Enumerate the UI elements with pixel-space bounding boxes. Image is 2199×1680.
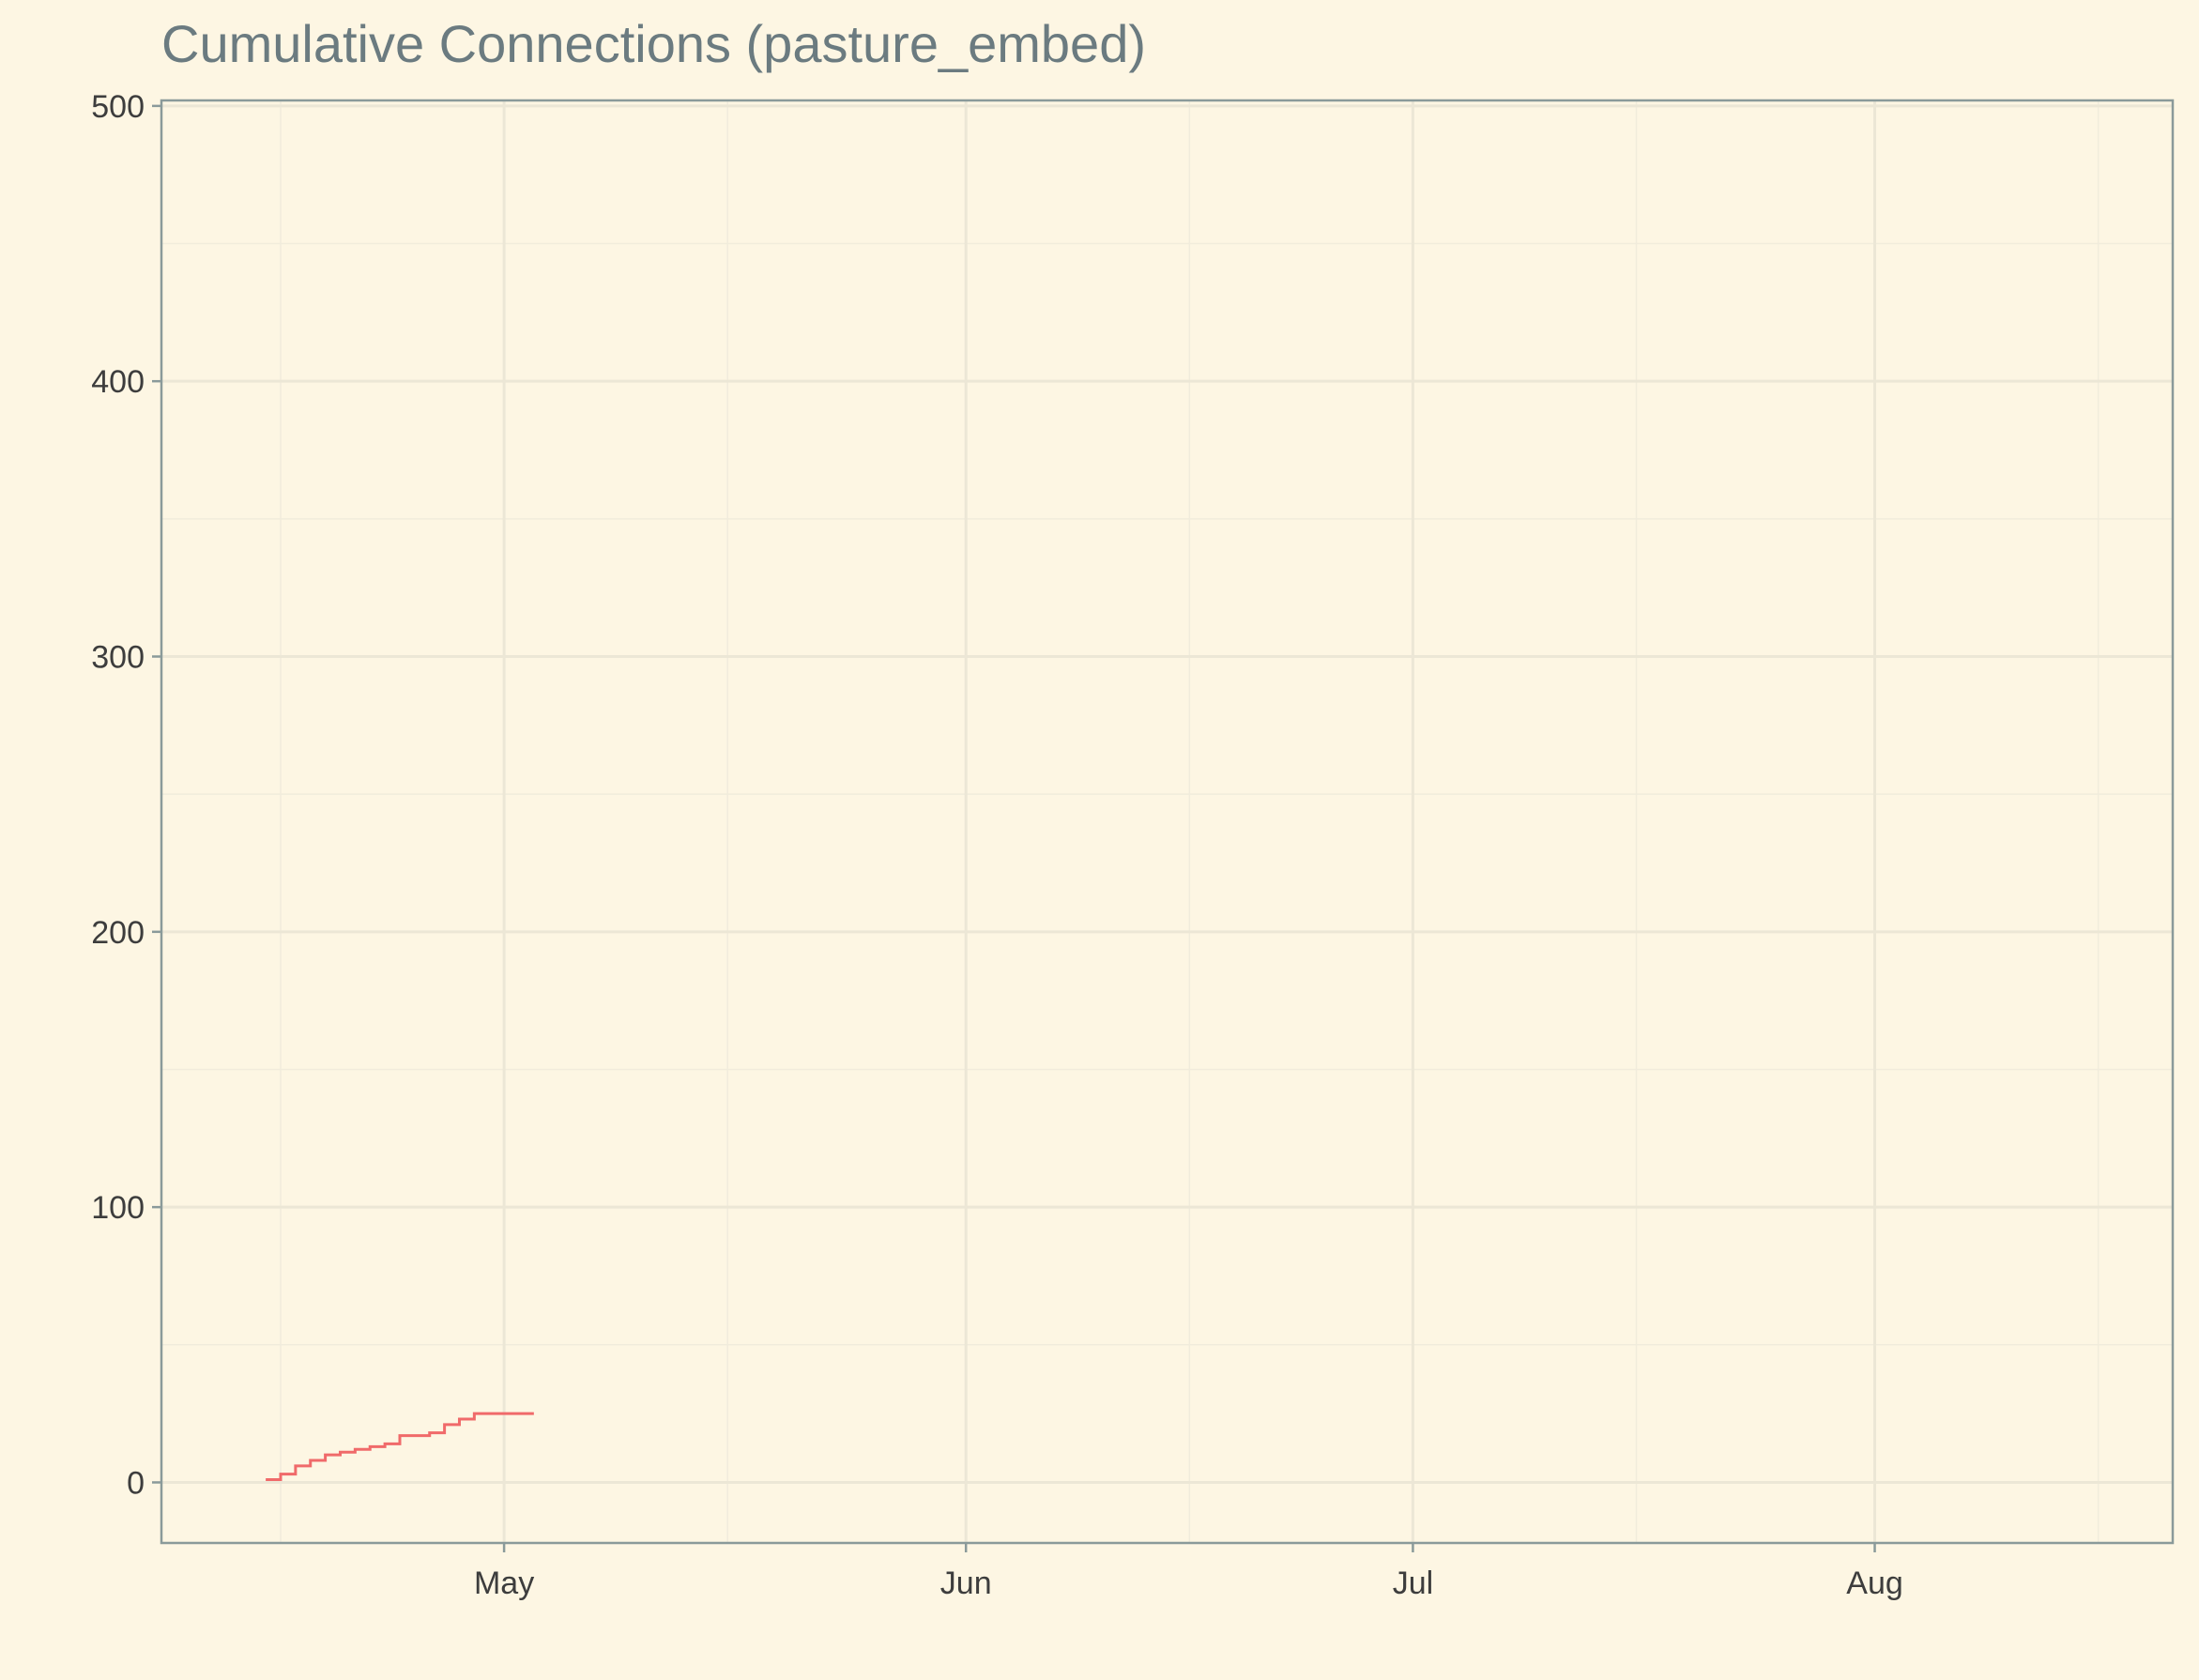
x-tick-label: May bbox=[474, 1565, 534, 1601]
y-tick-label: 300 bbox=[91, 640, 145, 676]
x-tick-label: Aug bbox=[1846, 1565, 1903, 1601]
axes: 0 100 200 300 400 500 May Jun Jul Aug bbox=[91, 89, 1903, 1601]
y-tick-label: 0 bbox=[127, 1465, 145, 1501]
x-tick-label: Jun bbox=[940, 1565, 992, 1601]
y-tick-label: 400 bbox=[91, 364, 145, 400]
plot-panel-border bbox=[160, 99, 2175, 1545]
grid bbox=[161, 100, 2173, 1543]
series-line bbox=[266, 1412, 534, 1482]
x-tick-label: Jul bbox=[1393, 1565, 1433, 1601]
y-tick-label: 500 bbox=[91, 89, 145, 125]
y-tick-label: 200 bbox=[91, 915, 145, 951]
chart-title: Cumulative Connections (pasture_embed) bbox=[161, 14, 1146, 73]
series-layer bbox=[266, 1412, 534, 1482]
y-tick-label: 100 bbox=[91, 1190, 145, 1226]
